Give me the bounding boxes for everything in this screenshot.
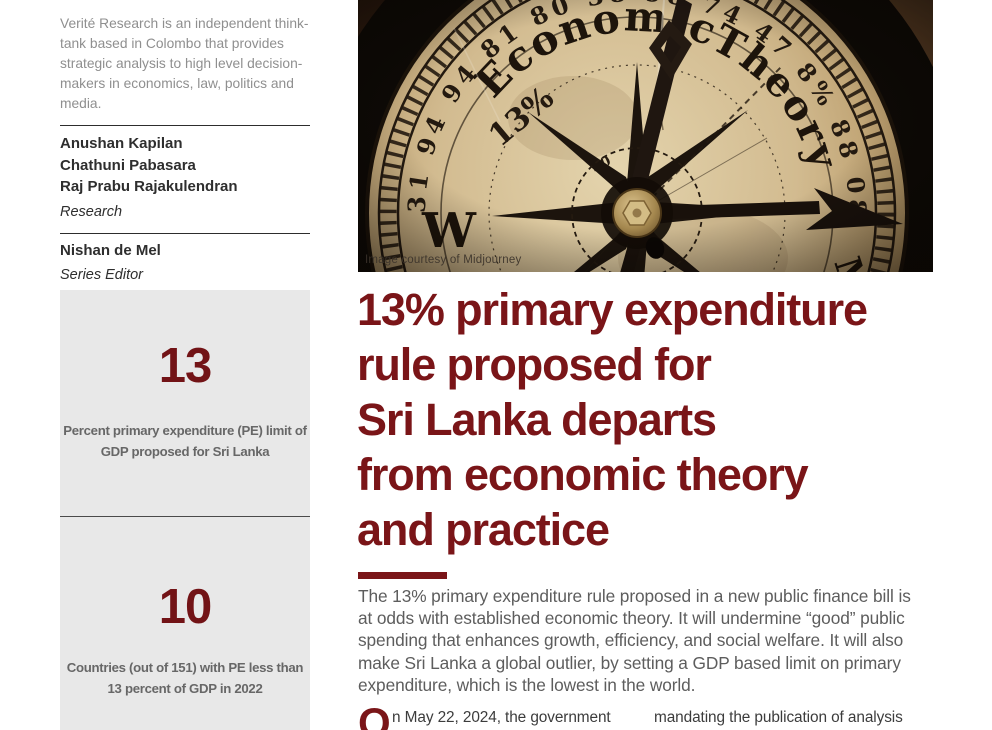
headline-line: and practice	[357, 504, 610, 555]
editor-role: Series Editor	[60, 267, 144, 283]
author-name: Chathuni Pabasara	[60, 156, 196, 174]
headline-line: rule proposed for	[357, 339, 712, 390]
author-name: Anushan Kapilan	[60, 135, 183, 152]
headline: 13% primary expenditure rule proposed fo…	[357, 282, 868, 557]
hero-image: 31 94 94 81 80 38 98 74 47 8% 88 08 69 E…	[358, 0, 933, 272]
stat-label: Percent primary expenditure (PE) limit o…	[63, 423, 307, 459]
about-text: Verité Research is an independent think-…	[60, 16, 309, 111]
author-name: Raj Prabu Rajakulendran	[60, 178, 238, 195]
divider	[60, 516, 310, 517]
compass-illustration: 31 94 94 81 80 38 98 74 47 8% 88 08 69 E…	[358, 0, 933, 272]
stat-value: 10	[158, 580, 213, 634]
headline-line: Sri Lanka departs	[357, 394, 717, 445]
body-column-right: mandating the publication of analysis	[654, 709, 903, 726]
stat-label: Countries (out of 151) with PE less than…	[66, 660, 304, 696]
stat-box-countries: 10 Countries (out of 151) with PE less t…	[60, 517, 310, 699]
authors-role: Research	[60, 203, 123, 220]
stats-panel: 13 Percent primary expenditure (PE) limi…	[60, 290, 310, 730]
authors-block: Anushan Kapilan Chathuni Pabasara Raj Pr…	[60, 126, 310, 233]
headline-line: from economic theory	[357, 449, 809, 500]
divider	[60, 232, 310, 234]
standfirst: The 13% primary expenditure rule propose…	[358, 586, 911, 695]
stat-value: 13	[158, 339, 213, 393]
image-caption: Image courtesy of Midjourney	[365, 254, 522, 266]
headline-line: 13% primary expenditure	[357, 284, 868, 335]
dropcap: O	[358, 699, 391, 730]
editor-name: Nishan de Mel	[60, 241, 161, 259]
article-body: O n May 22, 2024, the government mandati…	[358, 700, 933, 730]
editor-block: Nishan de Mel Series Editor	[60, 234, 310, 297]
headline-rule	[358, 572, 447, 579]
sidebar: Verité Research is an independent think-…	[60, 14, 310, 297]
body-column-left: n May 22, 2024, the government	[392, 709, 611, 726]
divider	[60, 125, 310, 126]
stat-box-pe-limit: 13 Percent primary expenditure (PE) limi…	[60, 290, 310, 516]
